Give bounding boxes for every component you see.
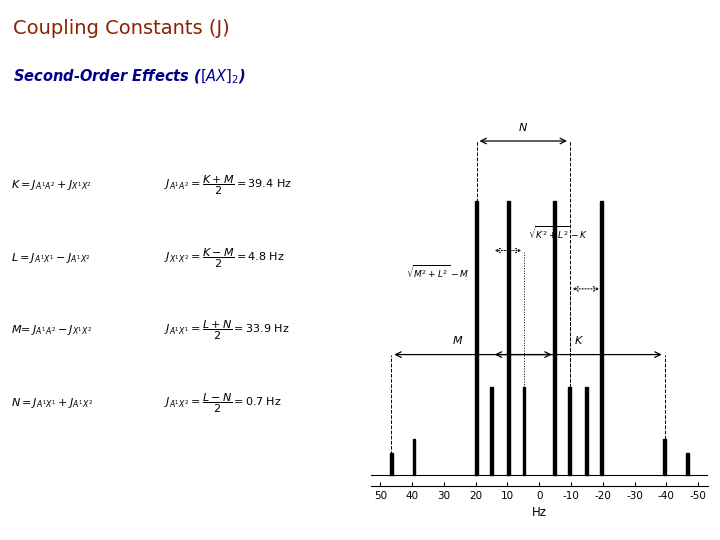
Bar xyxy=(413,440,415,475)
Bar xyxy=(553,201,556,475)
Text: $\sqrt{K^2+L^2}-K$: $\sqrt{K^2+L^2}-K$ xyxy=(528,225,588,242)
Bar xyxy=(663,440,666,475)
Text: Coupling Constants (J): Coupling Constants (J) xyxy=(13,19,230,38)
Text: $M\!= J_{A^1A^2} - J_{X^1X^2}$: $M\!= J_{A^1A^2} - J_{X^1X^2}$ xyxy=(11,323,92,338)
Text: K: K xyxy=(575,336,582,346)
Bar xyxy=(523,387,526,475)
Text: M: M xyxy=(452,336,462,346)
Bar xyxy=(508,201,510,475)
Text: N: N xyxy=(519,123,528,133)
Text: $J_{X^1X^2} = \dfrac{K-M}{2} = 4.8\ \mathrm{Hz}$: $J_{X^1X^2} = \dfrac{K-M}{2} = 4.8\ \mat… xyxy=(164,246,285,269)
Bar xyxy=(585,387,588,475)
Text: $L = J_{A^1X^1} - J_{A^1X^2}$: $L = J_{A^1X^1} - J_{A^1X^2}$ xyxy=(11,251,91,265)
Bar xyxy=(390,453,393,475)
Bar xyxy=(475,201,478,475)
Text: $N = J_{A^1X^1} + J_{A^1X^2}$: $N = J_{A^1X^1} + J_{A^1X^2}$ xyxy=(11,396,93,410)
Bar xyxy=(600,201,603,475)
Text: $J_{A^1X^1} = \dfrac{L+N}{2} = 33.9\ \mathrm{Hz}$: $J_{A^1X^1} = \dfrac{L+N}{2} = 33.9\ \ma… xyxy=(164,319,290,342)
Text: $J_{A^1X^2} = \dfrac{L-N}{2} = 0.7\ \mathrm{Hz}$: $J_{A^1X^2} = \dfrac{L-N}{2} = 0.7\ \mat… xyxy=(164,392,282,415)
Text: Second-Order Effects ($[AX]_2$): Second-Order Effects ($[AX]_2$) xyxy=(13,68,246,86)
Bar xyxy=(685,453,688,475)
Bar xyxy=(568,387,571,475)
X-axis label: Hz: Hz xyxy=(532,507,546,519)
Text: $J_{A^1A^2} = \dfrac{K+M}{2} = 39.4\ \mathrm{Hz}$: $J_{A^1A^2} = \dfrac{K+M}{2} = 39.4\ \ma… xyxy=(164,173,292,197)
Bar xyxy=(490,387,493,475)
Text: $K = J_{A^1A^2} + J_{X^1X^2}$: $K = J_{A^1A^2} + J_{X^1X^2}$ xyxy=(11,178,92,192)
Text: $\sqrt{M^2+L^2}-M$: $\sqrt{M^2+L^2}-M$ xyxy=(406,264,469,281)
